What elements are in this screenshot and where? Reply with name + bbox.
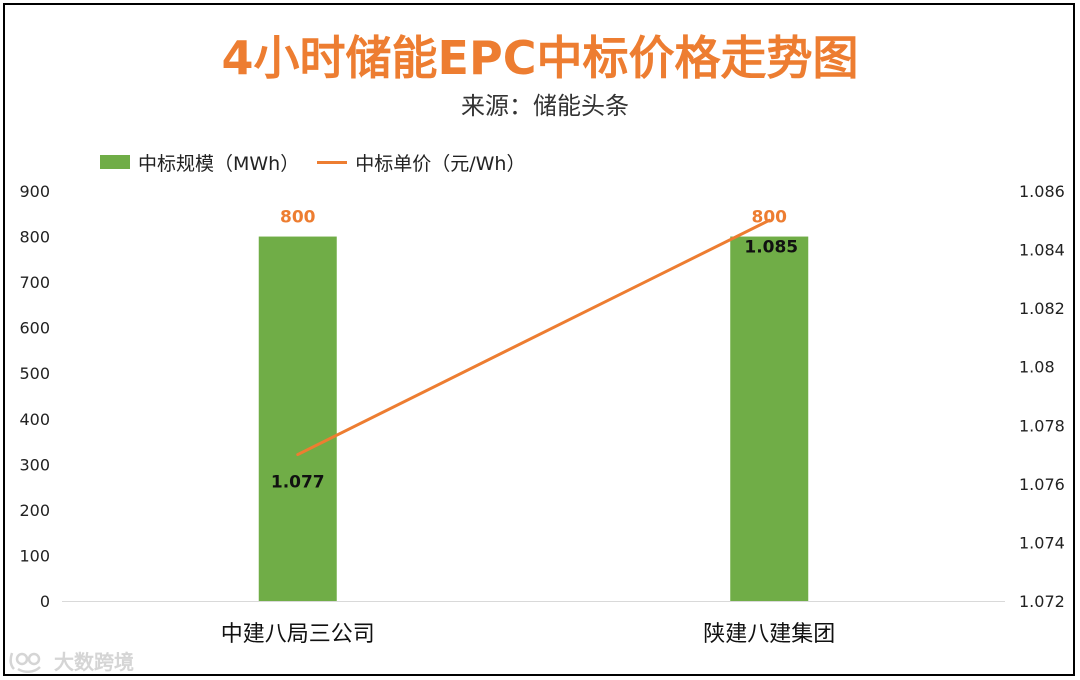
legend-label-bar: 中标规模（MWh） — [138, 152, 300, 175]
bar — [258, 236, 337, 602]
y-right-tick-label: 1.086 — [1019, 182, 1065, 201]
y-right-tick-label: 1.074 — [1019, 533, 1065, 552]
watermark: 大数跨境 — [8, 646, 134, 675]
y-right-tick-label: 1.078 — [1019, 416, 1065, 435]
y-left-tick-label: 500 — [19, 364, 50, 383]
legend-swatch-line — [317, 160, 348, 164]
legend-item-line: 中标单价（元/Wh） — [317, 149, 525, 176]
y-left-tick-label: 400 — [19, 410, 50, 429]
line-series — [296, 218, 771, 457]
x-category-label: 中建八局三公司 — [221, 622, 375, 647]
line-data-label: 1.077 — [271, 473, 325, 493]
chart-legend: 中标规模（MWh） 中标单价（元/Wh） — [100, 148, 543, 176]
watermark-logo-icon — [8, 649, 48, 673]
chart-title: 4小时储能EPC中标价格走势图 — [221, 31, 859, 85]
y-left-tick-label: 200 — [19, 501, 50, 520]
watermark-text: 大数跨境 — [54, 650, 134, 674]
chart-frame — [3, 3, 1075, 676]
y-left-tick-label: 800 — [19, 228, 50, 247]
y-right-tick-label: 1.084 — [1019, 241, 1065, 260]
bar-data-label: 800 — [280, 208, 316, 228]
y-left-tick-label: 100 — [19, 546, 50, 565]
bar — [730, 236, 809, 602]
chart-subtitle: 来源：储能头条 — [461, 92, 629, 120]
x-category-label: 陕建八建集团 — [703, 622, 835, 647]
y-left-tick-label: 700 — [19, 273, 50, 292]
y-left-tick-label: 900 — [19, 182, 50, 201]
bar-data-label: 800 — [752, 208, 788, 228]
y-right-tick-label: 1.082 — [1019, 299, 1065, 318]
y-left-tick-label: 0 — [40, 592, 50, 611]
legend-item-bar: 中标规模（MWh） — [100, 149, 299, 176]
line-data-label: 1.085 — [744, 237, 798, 257]
y-left-tick-label: 600 — [19, 319, 50, 338]
y-right-tick-label: 1.08 — [1019, 358, 1055, 377]
y-right-tick-label: 1.072 — [1019, 592, 1065, 611]
legend-swatch-bar — [100, 155, 130, 169]
legend-label-line: 中标单价（元/Wh） — [355, 152, 526, 175]
y-left-tick-label: 300 — [19, 455, 50, 474]
y-right-tick-label: 1.076 — [1019, 475, 1065, 494]
